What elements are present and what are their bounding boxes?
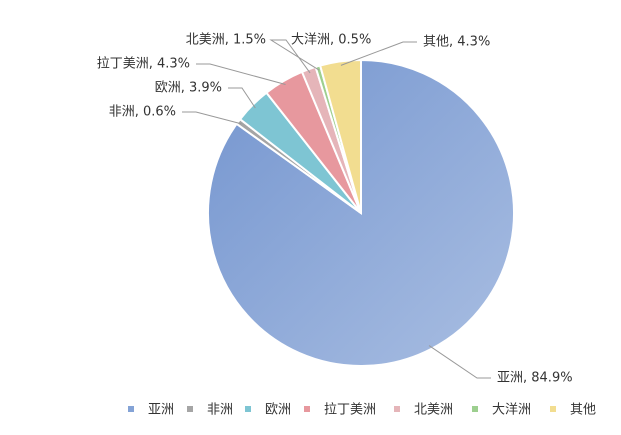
legend-marker [304,406,310,412]
legend-label: 非洲 [207,403,233,418]
leader-line [182,111,242,125]
legend-marker [472,406,478,412]
leader-line [340,41,417,66]
data-label: 其他, 4.3% [423,35,490,50]
legend-marker [128,406,134,412]
leader-line [269,39,320,71]
data-label: 欧洲, 3.9% [155,81,222,96]
legend-label: 大洋洲 [492,403,531,418]
pie-slice [318,58,362,214]
legend-marker [550,406,556,412]
legend-label: 拉丁美洲 [324,403,376,418]
leader-line [196,63,286,85]
leader-line [228,87,256,109]
legend-label: 北美洲 [414,403,453,418]
legend-marker [187,406,193,412]
data-label: 非洲, 0.6% [109,105,176,120]
legend-label: 亚洲 [148,403,174,418]
data-label: 大洋洲, 0.5% [291,33,371,48]
legend-label: 欧洲 [265,403,291,418]
data-label: 亚洲, 84.9% [497,371,573,386]
legend-label: 其他 [570,403,596,418]
legend-marker [394,406,400,412]
leader-line [428,345,491,379]
data-label: 北美洲, 1.5% [186,33,266,48]
legend-marker [245,406,251,412]
data-label: 拉丁美洲, 4.3% [97,57,190,72]
